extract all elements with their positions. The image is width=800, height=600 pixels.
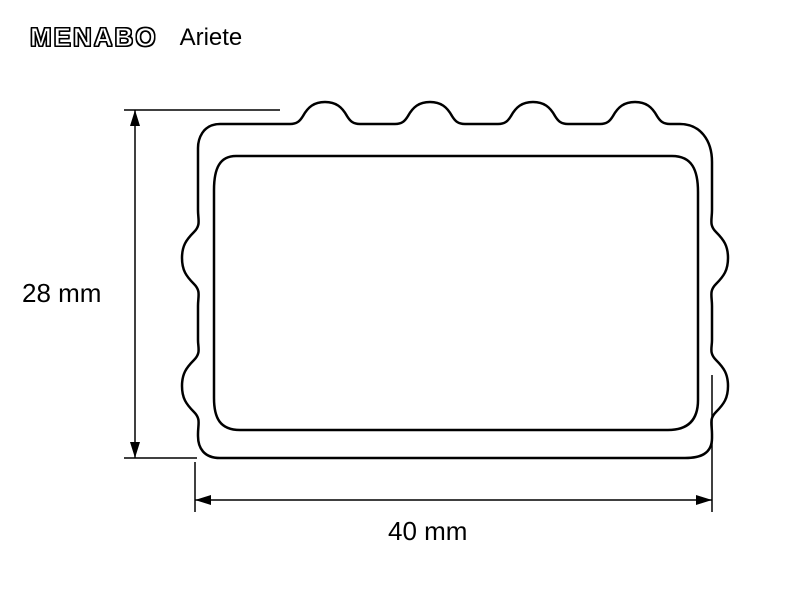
cross-section-profile — [182, 102, 728, 458]
dimension-lines — [124, 110, 712, 512]
profile-diagram — [0, 0, 800, 600]
